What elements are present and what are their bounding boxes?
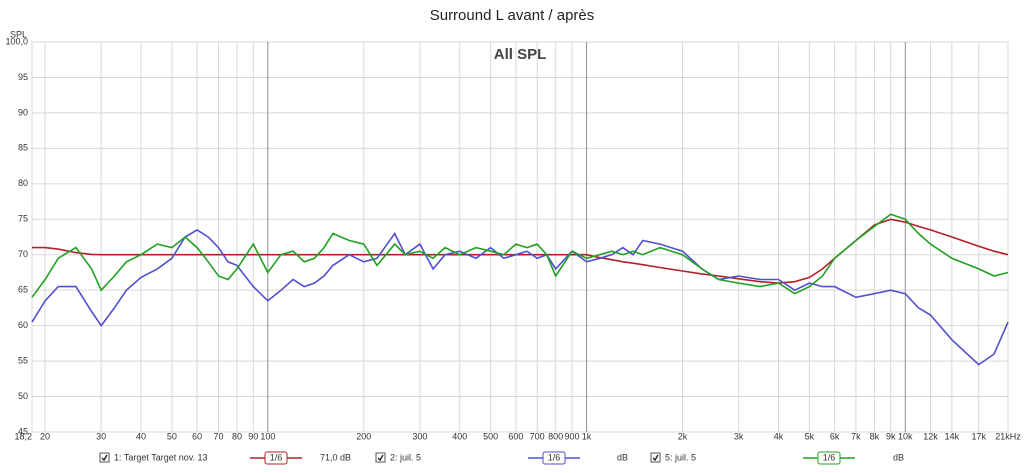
checkmark xyxy=(652,454,659,462)
legend-level: dB xyxy=(617,452,628,462)
legend-level: 71,0 dB xyxy=(320,452,351,462)
legend-label: 5: juil. 5 xyxy=(665,452,696,462)
y-tick-label: 95 xyxy=(18,72,28,82)
plot-lines xyxy=(31,213,1009,366)
x-tick-label: 17k xyxy=(971,431,986,441)
legend-checkbox[interactable] xyxy=(650,452,661,463)
plot-area xyxy=(31,41,1009,433)
series-line xyxy=(31,228,1009,366)
smoothing-label: 1/6 xyxy=(823,452,836,462)
legend-level: dB xyxy=(893,452,904,462)
y-tick-label: 60 xyxy=(18,320,28,330)
x-tick-label: 12k xyxy=(923,431,938,441)
smoothing-box xyxy=(264,451,288,465)
x-tick-label: 14k xyxy=(945,431,960,441)
legend-label: 1: Target Target nov. 13 xyxy=(114,452,208,462)
y-tick-label: 70 xyxy=(18,249,28,259)
x-tick-label: 900 xyxy=(564,431,579,441)
checkmark xyxy=(101,454,108,462)
x-tick-label: 4k xyxy=(774,431,784,441)
x-tick-label: 400 xyxy=(452,431,467,441)
x-tick-label: 10k xyxy=(898,431,913,441)
x-tick-label: 40 xyxy=(136,431,146,441)
legend-checkbox[interactable] xyxy=(99,452,110,463)
checkmark xyxy=(377,454,384,462)
x-tick-label: 3k xyxy=(734,431,744,441)
legend-checkbox[interactable] xyxy=(375,452,386,463)
x-tick-label: 6k xyxy=(830,431,840,441)
x-tick-label: 2k xyxy=(678,431,688,441)
x-tick-label: 70 xyxy=(213,431,223,441)
x-tick-label: 600 xyxy=(508,431,523,441)
smoothing-box xyxy=(542,451,566,465)
y-tick-label: 80 xyxy=(18,178,28,188)
legend: 1: Target Target nov. 13 1/6 71,0 dB 2: jui… xyxy=(99,451,904,465)
x-tick-label: 100 xyxy=(260,431,275,441)
x-tick-label: 80 xyxy=(232,431,242,441)
x-tick-label: 18,2 xyxy=(14,431,32,441)
x-tick-label: 30 xyxy=(96,431,106,441)
y-tick-label: 90 xyxy=(18,107,28,117)
x-tick-label: 300 xyxy=(412,431,427,441)
x-tick-label: 50 xyxy=(167,431,177,441)
legend-label: 2: juil. 5 xyxy=(390,452,421,462)
x-tick-label: 8k xyxy=(870,431,880,441)
x-tick-label: 700 xyxy=(530,431,545,441)
x-tick-label: 500 xyxy=(483,431,498,441)
series-line xyxy=(31,213,1009,298)
smoothing-label: 1/6 xyxy=(548,452,561,462)
x-tick-label: 9k xyxy=(886,431,896,441)
x-tick-label: 5k xyxy=(805,431,815,441)
x-tick-label: 21kHz xyxy=(995,431,1021,441)
y-tick-label: 85 xyxy=(18,143,28,153)
smoothing-label: 1/6 xyxy=(270,452,283,462)
x-tick-label: 60 xyxy=(192,431,202,441)
y-tick-label: 100,0 xyxy=(5,36,28,46)
y-tick-label: 75 xyxy=(18,214,28,224)
y-tick-label: 45 xyxy=(18,426,28,436)
x-tick-label: 20 xyxy=(40,431,50,441)
y-tick-label: 50 xyxy=(18,391,28,401)
x-tick-label: 1k xyxy=(582,431,592,441)
x-tick-label: 90 xyxy=(248,431,258,441)
chart-title: Surround L avant / après xyxy=(430,7,595,24)
chart-subtitle: All SPL xyxy=(494,46,547,63)
y-axis-label: SPL xyxy=(10,29,27,39)
y-tick-label: 55 xyxy=(18,355,28,365)
smoothing-box xyxy=(817,451,841,465)
x-tick-label: 800 xyxy=(548,431,563,441)
x-tick-label: 7k xyxy=(851,431,861,441)
series-line xyxy=(32,218,1009,284)
x-tick-label: 200 xyxy=(356,431,371,441)
y-tick-label: 65 xyxy=(18,285,28,295)
